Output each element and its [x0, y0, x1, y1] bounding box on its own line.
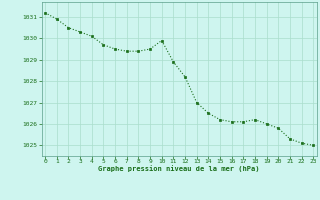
- X-axis label: Graphe pression niveau de la mer (hPa): Graphe pression niveau de la mer (hPa): [99, 165, 260, 172]
